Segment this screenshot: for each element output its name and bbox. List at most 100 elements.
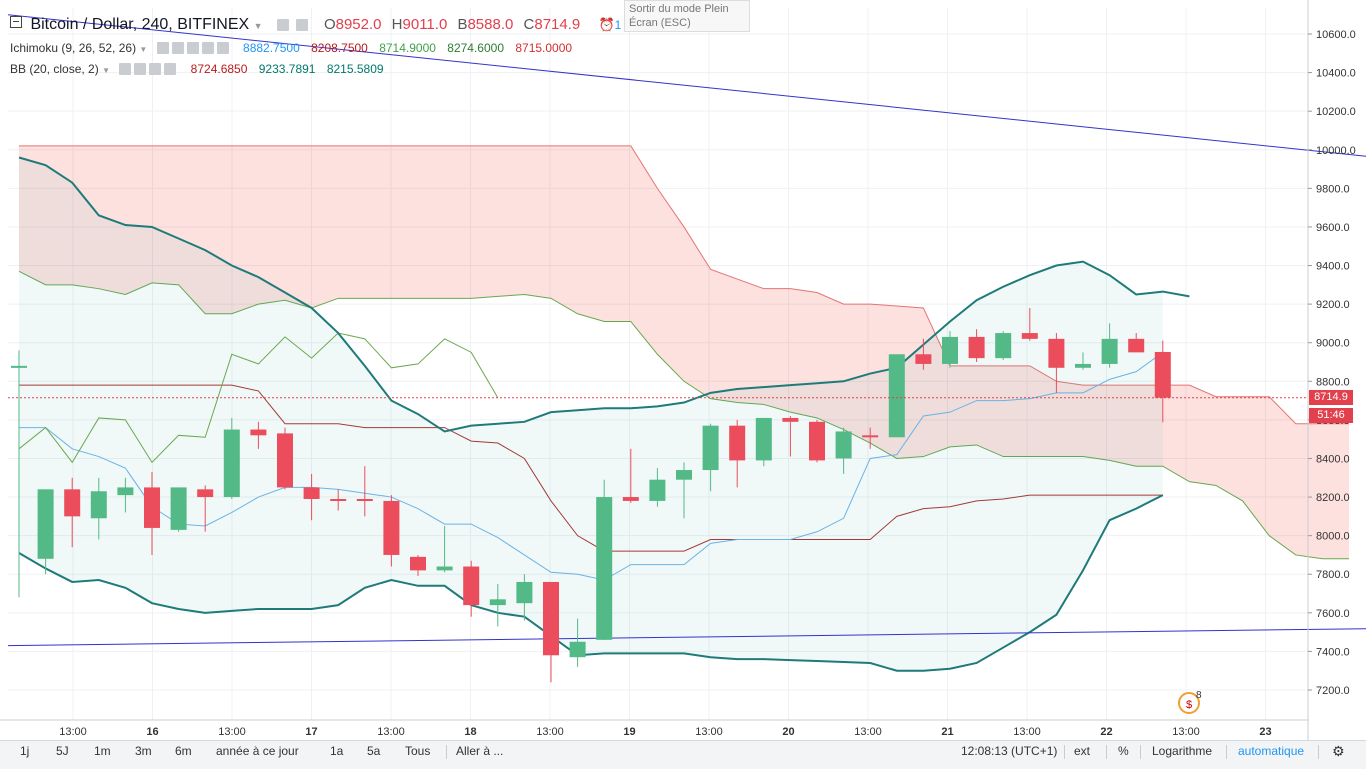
candle-body (942, 336, 958, 364)
gear-icon[interactable]: ⚙ (1332, 743, 1345, 759)
candle-body (862, 435, 879, 438)
settings-icon[interactable] (277, 19, 290, 31)
time-tick-label: 13:00 (854, 726, 882, 738)
candle-body (755, 417, 772, 461)
candle-body (170, 487, 187, 530)
percent-scale-toggle[interactable]: % (1118, 744, 1129, 758)
settings-icon[interactable] (134, 63, 147, 75)
alert-count: 1 (614, 18, 622, 32)
candle-body (356, 498, 373, 501)
ichimoku-value-3: 8714.9000 (379, 41, 436, 55)
collapse-legend-icon[interactable] (10, 16, 22, 28)
candle-body (1021, 333, 1038, 339)
ichimoku-value-2: 8208.7500 (311, 41, 368, 55)
price-tick-label: 10200.0 (1316, 106, 1356, 118)
price-tick-label: 8200.0 (1316, 492, 1350, 504)
chevron-down-icon[interactable]: ▼ (102, 66, 110, 75)
time-tick-label: 19 (623, 726, 635, 738)
symbol-title[interactable]: Bitcoin / Dollar, 240, BITFINEX (30, 16, 250, 33)
price-tick-label: 7800.0 (1316, 569, 1350, 581)
price-tick-label: 7600.0 (1316, 608, 1350, 620)
range-1m-button[interactable]: 1m (94, 744, 111, 758)
bb-upper-line (18, 156, 1190, 433)
ichimoku-value-5: 8715.0000 (515, 41, 573, 55)
goto-date-button[interactable]: Aller à ... (456, 744, 504, 758)
range-1y-button[interactable]: 1a (330, 744, 344, 758)
candle-body (622, 497, 639, 501)
kijun-sen-line (19, 384, 1163, 552)
price-tick-label: 8400.0 (1316, 453, 1350, 465)
time-tick-label: 23 (1259, 726, 1271, 738)
range-3m-button[interactable]: 3m (135, 744, 152, 758)
candle-body (835, 431, 852, 459)
ichimoku-legend: Ichimoku (9, 26, 52, 26) ▼ 8882.7500 820… (10, 41, 572, 55)
range-5d-button[interactable]: 5J (56, 744, 69, 758)
close-icon[interactable] (164, 63, 177, 75)
eye-icon[interactable] (119, 63, 132, 75)
divider (1318, 745, 1319, 759)
eye-icon[interactable] (156, 42, 169, 54)
log-scale-toggle[interactable]: Logarithme (1152, 744, 1213, 758)
add-icon[interactable] (149, 63, 162, 75)
economic-events-icon[interactable]: $ (1178, 692, 1200, 714)
chevron-down-icon[interactable]: ▼ (253, 21, 263, 31)
range-ytd-button[interactable]: année à ce jour (216, 744, 299, 758)
bollinger-band-fill (19, 157, 1163, 671)
candle-body (1048, 338, 1065, 368)
add-icon[interactable] (201, 42, 214, 54)
candle-body (1075, 363, 1091, 368)
candle-body (782, 417, 799, 422)
extended-hours-toggle[interactable]: ext (1074, 744, 1091, 758)
candle-body (64, 489, 81, 517)
candle-body (250, 429, 267, 436)
candle-body (489, 599, 506, 606)
senkou-span-a-line (19, 145, 1349, 425)
price-tick-label: 10600.0 (1316, 29, 1356, 41)
settings-icon[interactable] (171, 42, 184, 54)
price-tick-label: 9600.0 (1316, 222, 1350, 234)
time-tick-label: 13:00 (218, 726, 246, 738)
bb-value-1: 8724.6850 (190, 62, 248, 76)
ichimoku-label[interactable]: Ichimoku (9, 26, 52, 26) (10, 41, 137, 55)
chevron-down-icon[interactable]: ▼ (139, 45, 148, 54)
chikou-span-line (18, 332, 499, 464)
time-tick-label: 13:00 (377, 726, 405, 738)
senkou-span-b-line (18, 270, 1349, 560)
exit-fullscreen-tooltip: Sortir du mode Plein Écran (ESC) (624, 0, 750, 32)
price-tick-label: 7400.0 (1316, 646, 1350, 658)
candle-body (197, 489, 214, 498)
bb-label[interactable]: BB (20, close, 2) (10, 62, 99, 76)
range-all-button[interactable]: Tous (405, 744, 431, 758)
candle-body (569, 641, 586, 658)
candle-body (543, 581, 559, 656)
price-chart-svg[interactable]: 7200.0 7400.0 7600.0 7800.0 8000.0 8200.0 8400… (0, 0, 1366, 740)
candle-body (277, 433, 293, 488)
candle-body (330, 498, 347, 501)
range-6m-button[interactable]: 6m (175, 744, 192, 758)
candle-body (915, 354, 932, 364)
candle-body (11, 365, 27, 368)
candle-body (809, 421, 825, 461)
divider (1140, 745, 1141, 759)
price-tick-label: 8000.0 (1316, 531, 1350, 543)
candle-body (144, 487, 160, 528)
gear-icon[interactable] (296, 19, 309, 31)
trend-line-upper (7, 14, 1366, 157)
close-icon[interactable] (216, 42, 229, 54)
auto-scale-toggle[interactable]: automatique (1238, 744, 1305, 758)
alarm-clock-icon[interactable]: ⏰ (598, 17, 615, 32)
source-icon[interactable] (186, 42, 199, 54)
range-5y-button[interactable]: 5a (367, 744, 381, 758)
candle-body (383, 500, 400, 555)
low-value: 8588.0 (467, 16, 514, 33)
last-price-tag: 8714.9 (1309, 390, 1353, 405)
time-tick-label: 22 (1100, 726, 1112, 738)
time-tick-label: 13:00 (59, 726, 87, 738)
range-1d-button[interactable]: 1j (20, 744, 30, 758)
candle-body (410, 556, 426, 571)
clock-time[interactable]: 12:08:13 (UTC+1) (961, 744, 1058, 758)
bar-countdown-tag: 51:46 (1309, 408, 1353, 423)
bb-lower-line (18, 494, 1164, 672)
ichimoku-cloud (19, 145, 1349, 559)
